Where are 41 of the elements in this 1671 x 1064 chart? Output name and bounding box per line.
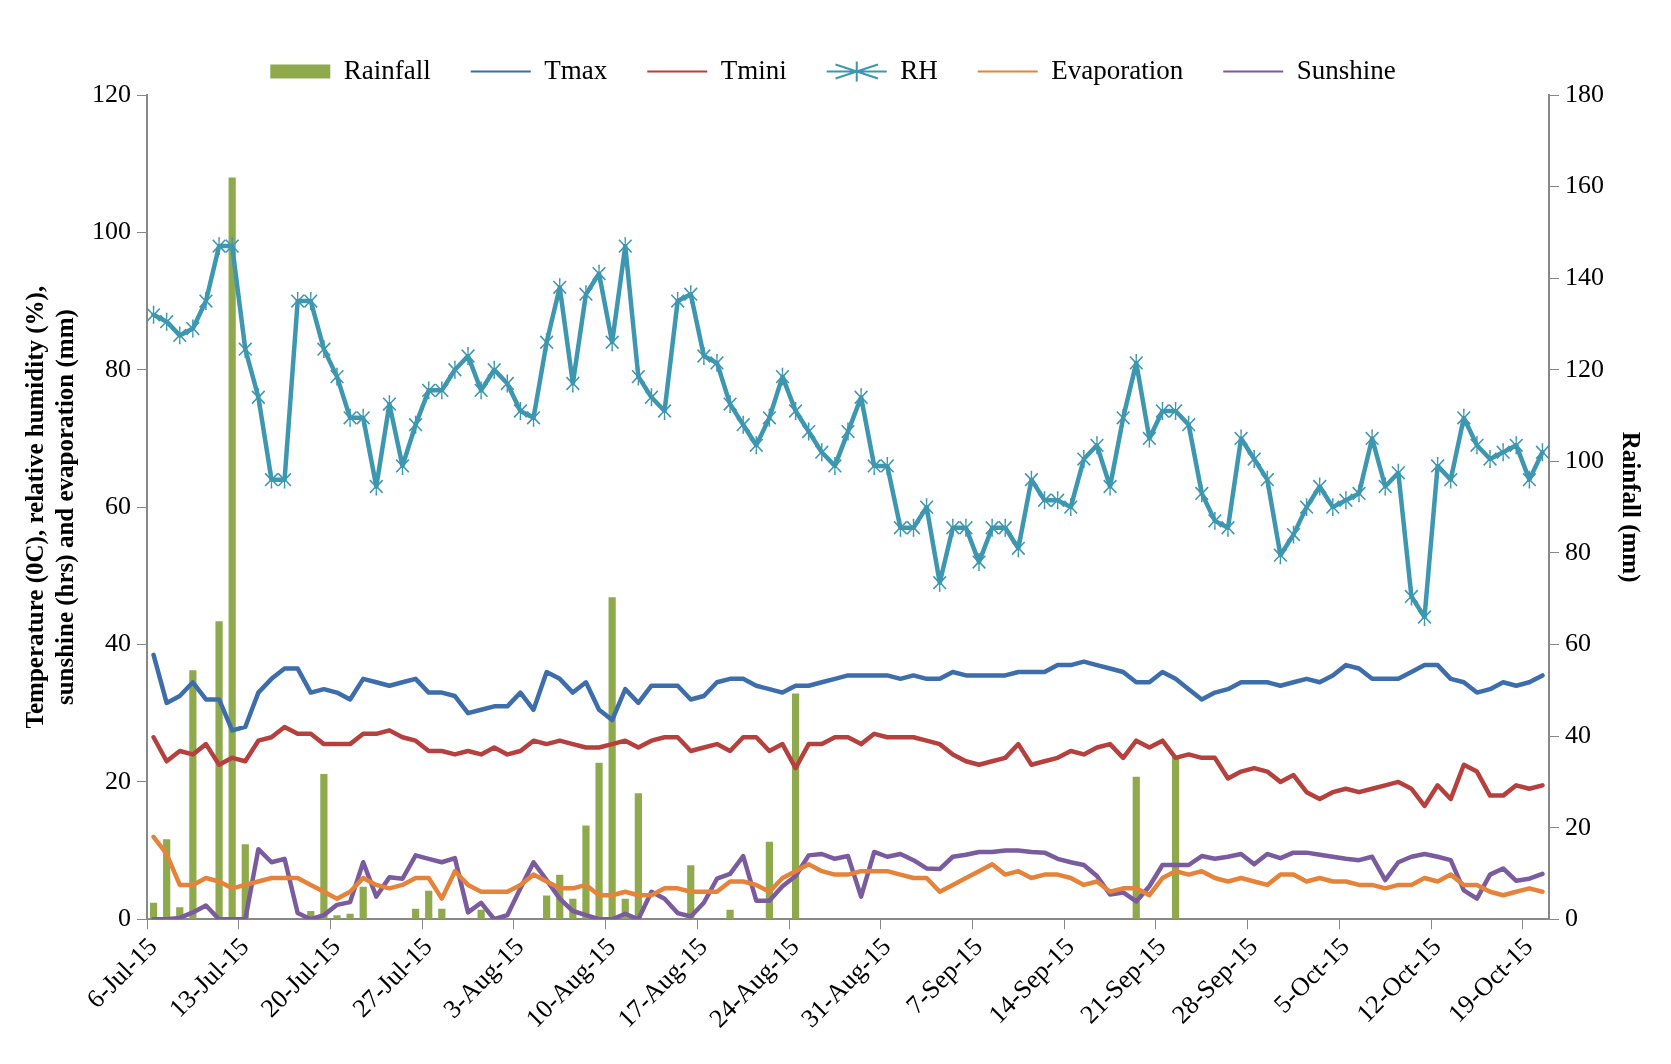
legend-label: Tmini bbox=[720, 54, 787, 85]
y2-tick-label: 180 bbox=[1565, 78, 1604, 108]
y-tick-label: 80 bbox=[105, 353, 131, 383]
legend-label: Rainfall bbox=[343, 54, 431, 85]
y2-tick-label: 80 bbox=[1565, 536, 1591, 566]
bar bbox=[726, 909, 734, 919]
bar bbox=[1171, 756, 1180, 919]
y2-tick-label: 140 bbox=[1565, 262, 1604, 291]
y-tick-label: 120 bbox=[92, 78, 131, 108]
y-tick-label: 0 bbox=[118, 903, 131, 933]
bar bbox=[595, 762, 603, 919]
bar bbox=[543, 895, 551, 919]
y2-axis-title: Rainfall (mm) bbox=[1616, 431, 1645, 583]
legend-label: Evaporation bbox=[1051, 54, 1184, 85]
y2-tick-label: 100 bbox=[1565, 445, 1604, 475]
bar bbox=[333, 915, 341, 919]
y2-tick-label: 0 bbox=[1565, 903, 1578, 933]
bar bbox=[477, 909, 485, 919]
bar bbox=[320, 774, 328, 919]
legend-label: RH bbox=[900, 54, 938, 85]
bar bbox=[438, 908, 446, 919]
bar bbox=[582, 825, 590, 919]
bar bbox=[608, 597, 616, 919]
legend-label: Sunshine bbox=[1296, 54, 1396, 85]
legend-label: Tmax bbox=[544, 54, 608, 85]
y-tick-label: 100 bbox=[92, 216, 131, 246]
bar bbox=[215, 621, 223, 919]
y2-tick-label: 40 bbox=[1565, 719, 1591, 749]
bar bbox=[359, 886, 367, 919]
y-axis-title: Temperature (0C), relative humidity (%), sunshine (hrs) and evaporation (mm) bbox=[21, 285, 80, 729]
y2-tick-label: 20 bbox=[1565, 811, 1591, 841]
y2-tick-label: 60 bbox=[1565, 628, 1591, 658]
y2-tick-label: 120 bbox=[1565, 353, 1604, 383]
y-tick-label: 60 bbox=[105, 490, 131, 520]
bar bbox=[346, 913, 354, 919]
bar bbox=[634, 793, 642, 919]
bar bbox=[412, 908, 420, 919]
y-tick-label: 40 bbox=[105, 628, 131, 658]
bar bbox=[425, 890, 433, 919]
y2-tick-label: 160 bbox=[1565, 170, 1604, 200]
y-tick-label: 20 bbox=[105, 765, 131, 795]
